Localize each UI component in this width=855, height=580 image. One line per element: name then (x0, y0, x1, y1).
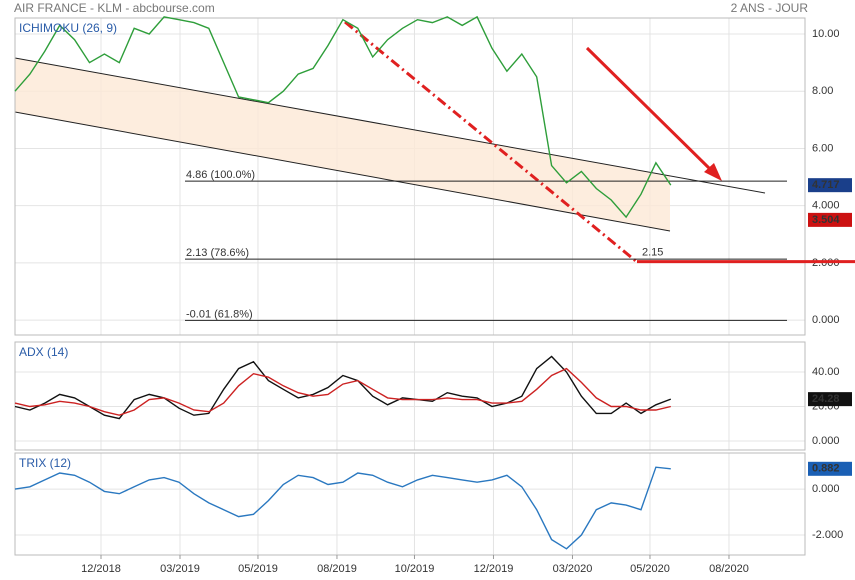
price-tag-label: 3.504 (812, 214, 840, 226)
price-tag-label: 24.28 (812, 393, 840, 405)
panel-label: ICHIMOKU (26, 9) (19, 21, 117, 35)
x-tick-label: 08/2019 (317, 563, 357, 575)
series-line (14, 466, 671, 550)
trend-arrow (585, 46, 714, 173)
price-tag (808, 212, 852, 227)
channel-upper (14, 57, 766, 194)
channel-lower (14, 111, 671, 232)
series-line (14, 355, 672, 420)
x-tick-label: 03/2019 (160, 563, 200, 575)
y-tick-label: 6.00 (812, 142, 833, 154)
y-tick-label: 8.00 (812, 85, 833, 97)
price-tag (808, 392, 852, 407)
x-tick-label: 12/2018 (81, 563, 121, 575)
series-line (14, 15, 672, 219)
panel-frame (14, 452, 806, 556)
fib-label: -0.01 (61.8%) (186, 308, 253, 320)
fib-label: 2.13 (78.6%) (186, 247, 249, 259)
y-tick-label: 10.00 (812, 28, 840, 40)
trend-dashed (344, 20, 638, 264)
x-tick-label: 05/2019 (238, 563, 278, 575)
y-tick-label: 0.000 (812, 483, 840, 495)
price-tag-label: 4.717 (812, 179, 840, 191)
panel-label: ADX (14) (19, 345, 68, 359)
y-tick-label: 0.000 (812, 314, 840, 326)
price-tag-label: 0.882 (812, 463, 840, 475)
x-tick-label: 08/2020 (709, 563, 749, 575)
y-tick-label: 0.000 (812, 435, 840, 447)
x-tick-label: 10/2019 (395, 563, 435, 575)
panel-frame (14, 17, 806, 336)
series-line (14, 367, 671, 416)
period: 2 ANS - JOUR (731, 1, 809, 15)
y-tick-label: -2.000 (812, 529, 843, 541)
channel-fill (15, 58, 670, 231)
y-tick-label: 40.00 (812, 366, 840, 378)
panel-label: TRIX (12) (19, 456, 71, 470)
target-label: 2.15 (642, 247, 663, 259)
price-tag (808, 461, 852, 476)
x-tick-label: 03/2020 (553, 563, 593, 575)
y-tick-label: 4.000 (812, 200, 840, 212)
x-tick-label: 12/2019 (474, 563, 514, 575)
panel-frame (14, 341, 806, 451)
fib-label: 4.86 (100.0%) (186, 169, 255, 181)
price-tag (808, 178, 852, 193)
arrow-head (704, 163, 722, 181)
page-title: AIR FRANCE - KLM - abcbourse.com (14, 1, 215, 15)
x-tick-label: 05/2020 (630, 563, 670, 575)
